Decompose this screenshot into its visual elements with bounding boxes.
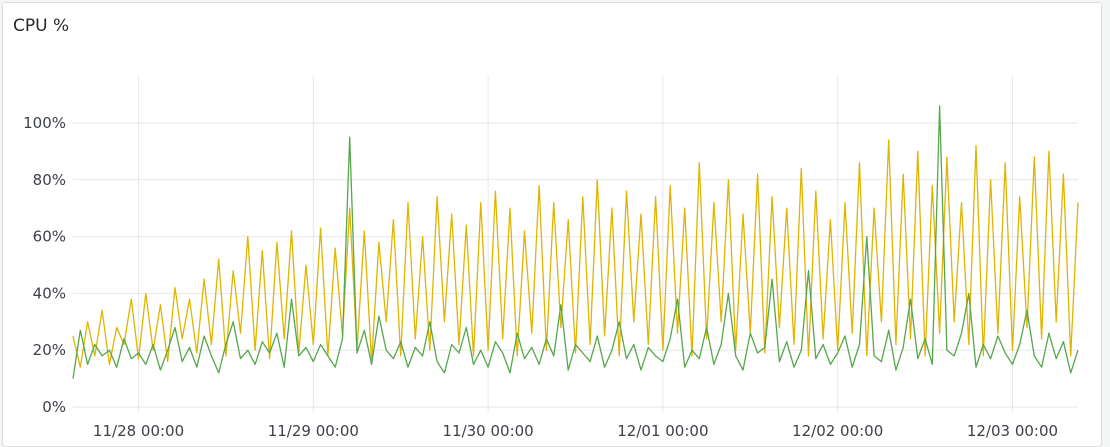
x-tick-label: 12/01 00:00 [617, 422, 708, 440]
series-line-2 [72, 105, 1079, 379]
x-tick-label: 11/28 00:00 [93, 422, 184, 440]
x-tick-label: 12/02 00:00 [792, 422, 883, 440]
y-tick-label: 20% [33, 341, 66, 359]
y-tick-label: 80% [33, 171, 66, 189]
x-tick-label: 11/29 00:00 [268, 422, 359, 440]
y-tick-label: 100% [23, 114, 66, 132]
y-tick-label: 40% [33, 284, 66, 302]
panel-title: CPU % [13, 16, 70, 36]
x-tick-label: 12/03 00:00 [967, 422, 1058, 440]
y-tick-label: 0% [42, 398, 66, 416]
y-tick-label: 60% [33, 228, 66, 246]
x-tick-label: 11/30 00:00 [442, 422, 533, 440]
series-line-1 [72, 139, 1079, 368]
